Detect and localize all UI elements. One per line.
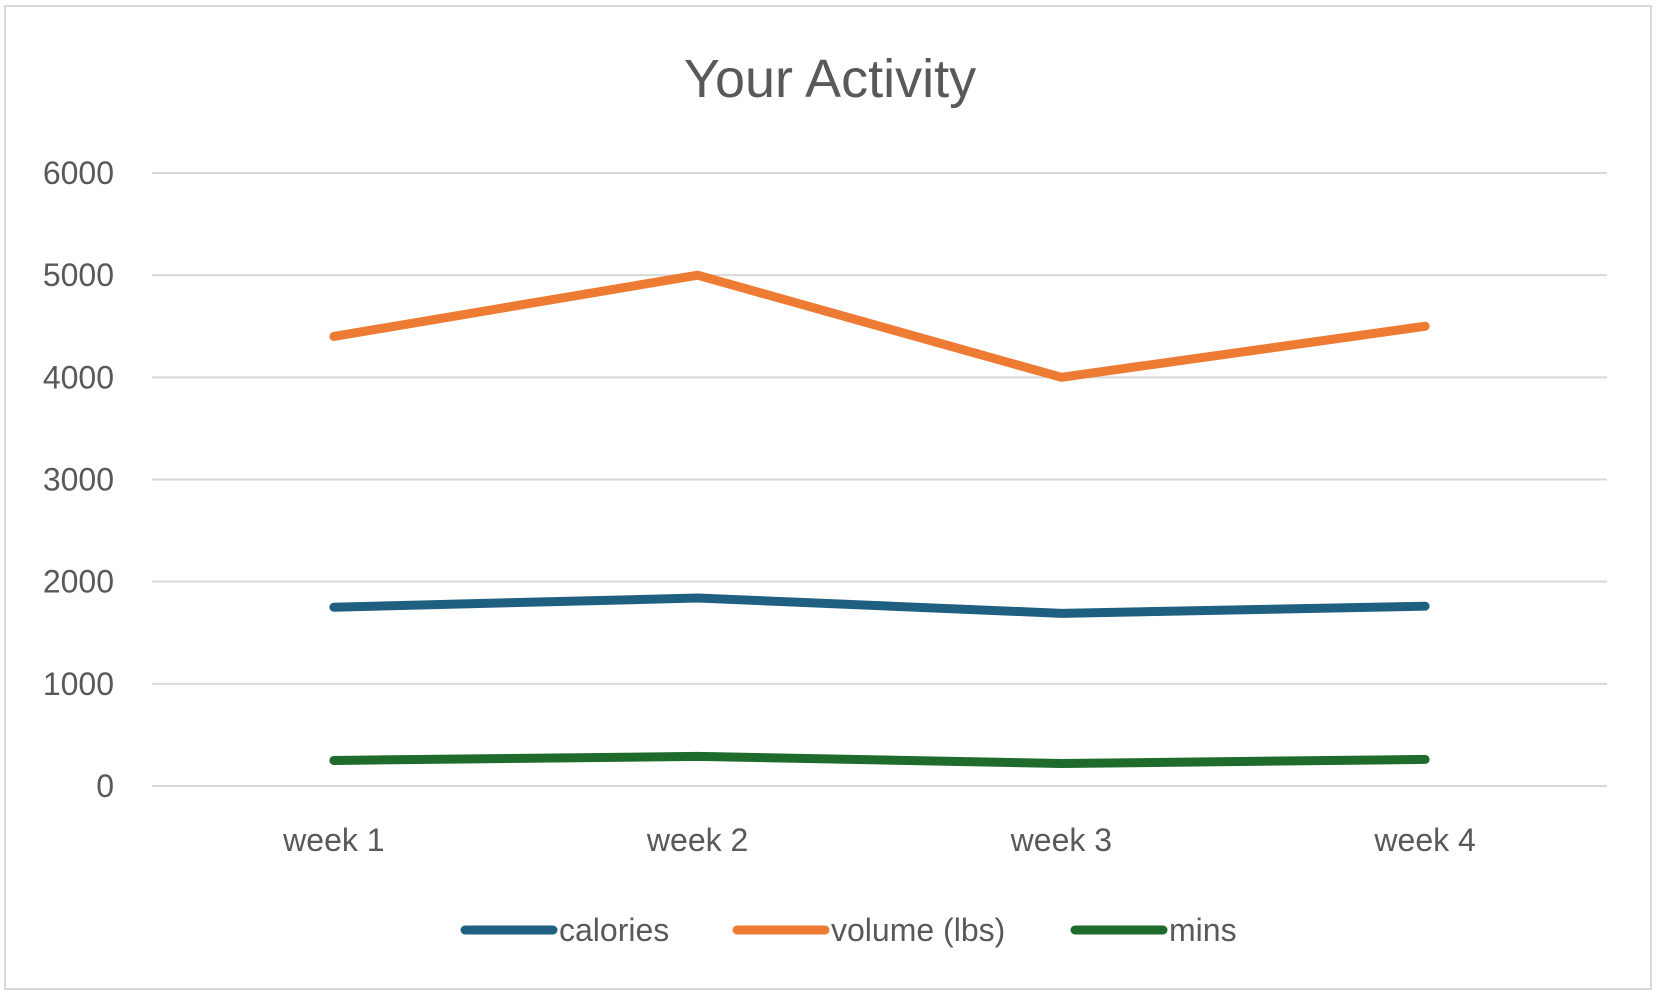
y-tick-label: 6000 bbox=[43, 155, 114, 191]
y-tick-label: 5000 bbox=[43, 257, 114, 293]
x-axis-ticks: week 1 week 2 week 3 week 4 bbox=[282, 822, 1476, 858]
legend-item: volume (lbs) bbox=[732, 912, 1005, 948]
legend-label: calories bbox=[559, 912, 669, 948]
y-axis-ticks: 0 1000 2000 3000 4000 5000 6000 bbox=[43, 155, 114, 804]
y-tick-label: 1000 bbox=[43, 666, 114, 702]
gridlines bbox=[152, 172, 1607, 787]
series-line-volume-lbs bbox=[329, 270, 1430, 382]
series-line-mins bbox=[329, 751, 1430, 769]
series-lines bbox=[329, 270, 1430, 769]
x-tick-label: week 3 bbox=[1010, 822, 1112, 858]
y-tick-label: 0 bbox=[96, 768, 114, 804]
chart-frame bbox=[4, 5, 1652, 990]
legend-label: mins bbox=[1169, 912, 1237, 948]
y-tick-label: 3000 bbox=[43, 462, 114, 498]
legend-item: calories bbox=[460, 912, 669, 948]
chart-title: Your Activity bbox=[684, 49, 976, 109]
legend-item: mins bbox=[1070, 912, 1237, 948]
series-line-calories bbox=[329, 593, 1430, 618]
legend: calories volume (lbs) mins bbox=[460, 912, 1237, 948]
legend-label: volume (lbs) bbox=[831, 912, 1005, 948]
x-tick-label: week 4 bbox=[1373, 822, 1475, 858]
x-tick-label: week 1 bbox=[282, 822, 384, 858]
y-tick-label: 2000 bbox=[43, 564, 114, 600]
x-tick-label: week 2 bbox=[646, 822, 748, 858]
y-tick-label: 4000 bbox=[43, 359, 114, 395]
